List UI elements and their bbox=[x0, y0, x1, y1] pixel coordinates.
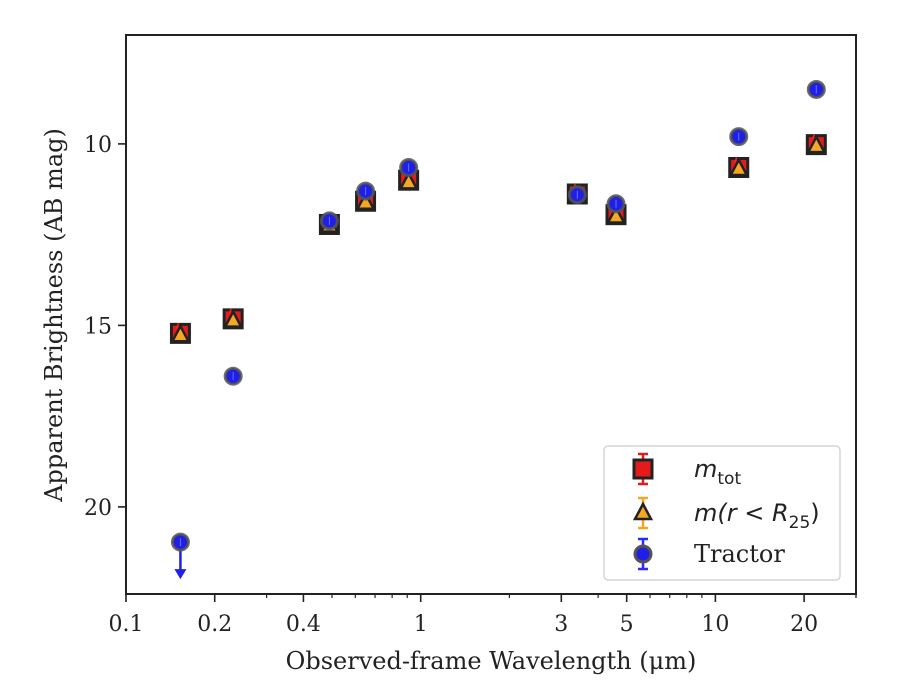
mr25-point bbox=[398, 170, 419, 190]
upper-limit-arrow-head bbox=[174, 569, 187, 580]
legend-label-subscript: tot bbox=[717, 469, 741, 489]
series-tractor bbox=[170, 79, 826, 580]
mtot-point-detail bbox=[175, 323, 180, 329]
mr25-point bbox=[728, 157, 749, 177]
x-tick-label: 5 bbox=[620, 612, 634, 637]
y-axis-label: Apparent Brightness (AB mag) bbox=[40, 128, 68, 503]
x-tick-label: 0.4 bbox=[286, 612, 321, 637]
legend-entry-mr25: m(r < R25) bbox=[632, 496, 820, 533]
mr25-point bbox=[806, 134, 827, 154]
legend-marker-triangle bbox=[632, 501, 654, 521]
mr25-point bbox=[355, 191, 376, 210]
legend: mtot m(r < R25) Tractor bbox=[603, 445, 841, 581]
plot-frame bbox=[125, 34, 857, 595]
mtot-point-detail bbox=[734, 157, 738, 163]
data-markers bbox=[169, 79, 827, 580]
legend-label: Tractor bbox=[694, 540, 785, 568]
x-tick-label: 10 bbox=[701, 612, 729, 637]
y-tick-label: 20 bbox=[84, 496, 112, 521]
legend-label: m(r < R25) bbox=[694, 499, 820, 533]
x-tick-label: 0.1 bbox=[109, 612, 144, 637]
legend-entry-mtot: mtot bbox=[632, 452, 741, 489]
legend-label: mtot bbox=[694, 455, 741, 489]
legend-box bbox=[603, 445, 841, 581]
legend-label-base: m bbox=[694, 455, 717, 483]
x-tick-label: 1 bbox=[414, 612, 428, 637]
legend-label-suffix: ) bbox=[810, 499, 819, 527]
y-tick-label: 15 bbox=[84, 314, 112, 339]
legend-marker-circle bbox=[633, 544, 653, 564]
mr25-point bbox=[605, 204, 627, 224]
legend-marker-square bbox=[632, 458, 654, 480]
axes: 0.1 0.2 0.4 1 3 5 10 20 10 15 20 bbox=[84, 34, 857, 637]
mr25-point bbox=[170, 323, 191, 343]
x-tick-label: 0.2 bbox=[197, 612, 232, 637]
x-tick-label: 20 bbox=[790, 612, 818, 637]
y-tick-label: 10 bbox=[84, 133, 112, 158]
legend-entry-tractor: Tractor bbox=[633, 537, 785, 571]
mtot-point-detail bbox=[228, 308, 232, 315]
mr25-point bbox=[223, 309, 244, 328]
legend-label-base: m(r < R bbox=[694, 499, 789, 527]
legend-label-subscript: 25 bbox=[789, 513, 811, 533]
x-tick-label: 3 bbox=[554, 612, 568, 637]
x-axis-label: Observed-frame Wavelength (μm) bbox=[286, 647, 697, 675]
mtot-point-detail bbox=[811, 134, 816, 140]
